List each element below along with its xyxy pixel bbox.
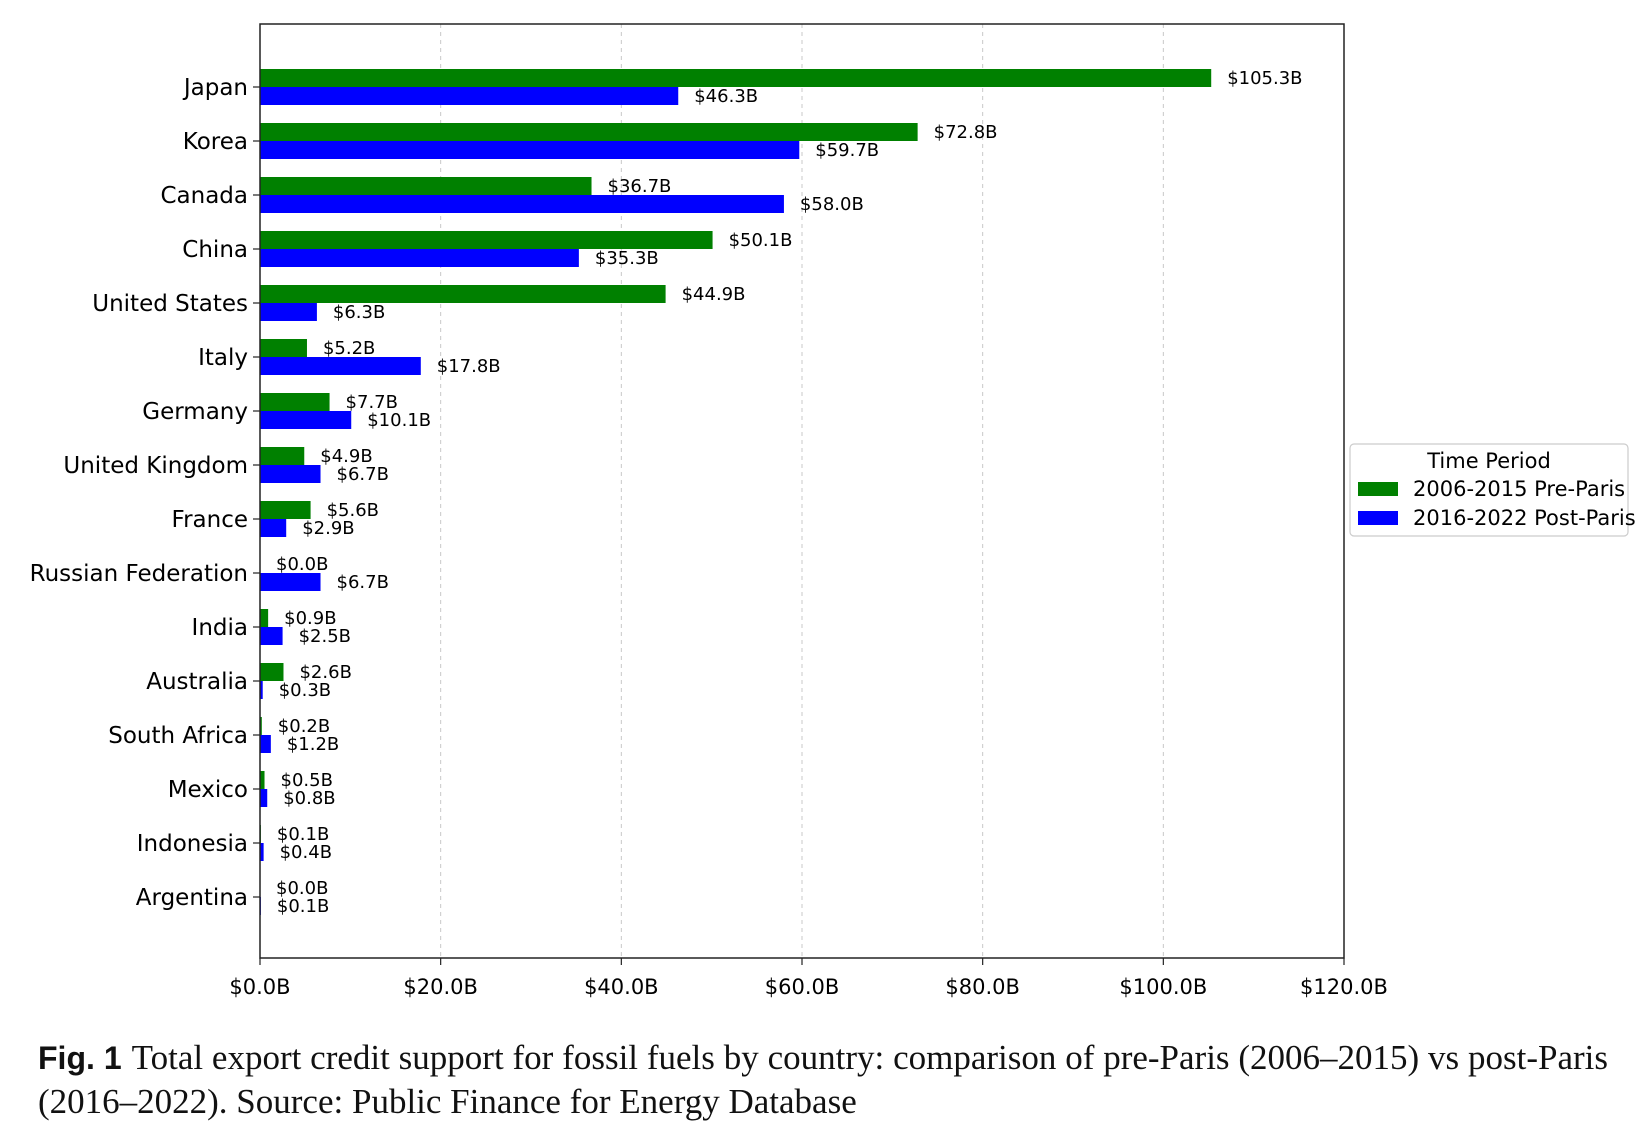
bar-post-paris [260, 465, 321, 483]
data-label-post-paris: $0.1B [277, 896, 329, 917]
bar-pre-paris [260, 717, 262, 735]
legend-title: Time Period [1426, 449, 1551, 473]
grid-lines [440, 24, 1164, 958]
legend: Time Period 2006-2015 Pre-Paris 2016-202… [1349, 443, 1636, 537]
data-label-pre-paris: $36.7B [608, 176, 672, 197]
bar-pre-paris [260, 663, 284, 681]
data-label-post-paris: $59.7B [815, 140, 879, 161]
data-label-pre-paris: $0.5B [281, 770, 333, 791]
y-tick-label: Germany [142, 399, 248, 425]
bar-pre-paris [260, 285, 666, 303]
figure-caption: Fig. 1 Total export credit support for fo… [38, 1036, 1608, 1124]
bar-pre-paris [260, 231, 713, 249]
bar-pre-paris [260, 501, 311, 519]
bar-post-paris [260, 195, 784, 213]
y-tick-label: Italy [198, 345, 248, 371]
data-label-post-paris: $35.3B [595, 248, 659, 269]
y-tick-label: France [172, 507, 248, 533]
y-tick-label: India [192, 615, 248, 641]
data-label-post-paris: $6.7B [337, 572, 389, 593]
data-label-pre-paris: $0.2B [278, 716, 330, 737]
bar-pre-paris [260, 69, 1212, 87]
data-label-pre-paris: $0.0B [276, 554, 328, 575]
y-tick-label: Argentina [136, 885, 248, 911]
bar-post-paris [260, 303, 317, 321]
data-label-pre-paris: $4.9B [320, 446, 372, 467]
data-label-post-paris: $17.8B [437, 356, 501, 377]
data-label-post-paris: $6.7B [337, 464, 389, 485]
data-label-pre-paris: $7.7B [346, 392, 398, 413]
y-tick-label: Korea [183, 129, 248, 155]
bars [260, 69, 1212, 915]
bar-post-paris [260, 141, 800, 159]
bar-post-paris [260, 681, 263, 699]
legend-swatch-post-paris [1358, 511, 1398, 525]
figure-label: Fig. 1 [38, 1040, 122, 1076]
data-label-pre-paris: $105.3B [1227, 68, 1302, 89]
bar-post-paris [260, 735, 271, 753]
data-label-post-paris: $0.4B [280, 842, 332, 863]
x-tick-label: $40.0B [584, 975, 659, 999]
data-label-pre-paris: $0.0B [276, 878, 328, 899]
data-label-post-paris: $6.3B [333, 302, 385, 323]
bar-post-paris [260, 573, 321, 591]
y-tick-label: Canada [160, 183, 248, 209]
bar-post-paris [260, 789, 268, 807]
bar-pre-paris [260, 609, 269, 627]
data-label-pre-paris: $2.6B [299, 662, 351, 683]
data-label-post-paris: $46.3B [694, 86, 758, 107]
bar-pre-paris [260, 123, 918, 141]
data-labels: $105.3B $46.3B $72.8B $59.7B $36.7B $58.0B $50… [276, 68, 1303, 917]
y-tick-label: Australia [146, 669, 248, 695]
legend-label-pre-paris: 2006-2015 Pre-Paris [1413, 477, 1625, 501]
y-tick-label: Japan [182, 75, 248, 101]
data-label-post-paris: $1.2B [287, 734, 339, 755]
legend-swatch-pre-paris [1358, 482, 1398, 496]
bar-post-paris [260, 627, 283, 645]
data-label-pre-paris: $72.8B [934, 122, 998, 143]
x-tick-label: $100.0B [1119, 975, 1207, 999]
data-label-pre-paris: $0.9B [284, 608, 336, 629]
bar-pre-paris [260, 393, 330, 411]
data-label-pre-paris: $5.6B [327, 500, 379, 521]
x-tick-label: $20.0B [403, 975, 478, 999]
y-tick-label: United Kingdom [63, 453, 248, 479]
y-tick-label: Indonesia [137, 831, 248, 857]
data-label-pre-paris: $0.1B [277, 824, 329, 845]
x-tick-label: $60.0B [765, 975, 840, 999]
data-label-post-paris: $58.0B [800, 194, 864, 215]
bar-pre-paris [260, 447, 305, 465]
legend-box [1349, 443, 1629, 537]
bar-post-paris [260, 249, 579, 267]
bar-pre-paris [260, 771, 265, 789]
y-tick-label: China [182, 237, 248, 263]
bar-post-paris [260, 519, 287, 537]
x-tick-label: $0.0B [229, 975, 290, 999]
data-label-post-paris: $2.5B [299, 626, 351, 647]
chart: $105.3B $46.3B $72.8B $59.7B $36.7B $58.0B $50… [30, 23, 1636, 999]
data-label-post-paris: $2.9B [302, 518, 354, 539]
bar-post-paris [260, 411, 352, 429]
bar-post-paris [260, 357, 421, 375]
data-label-pre-paris: $5.2B [323, 338, 375, 359]
caption-text: Total export credit support for fossil f… [38, 1038, 1608, 1121]
y-tick-label: Mexico [168, 777, 248, 803]
x-tick-label: $120.0B [1300, 975, 1388, 999]
y-tick-label: Russian Federation [30, 561, 248, 587]
bar-post-paris [260, 87, 679, 105]
bar-post-paris [260, 843, 264, 861]
data-label-pre-paris: $50.1B [729, 230, 793, 251]
legend-label-post-paris: 2016-2022 Post-Paris [1413, 506, 1636, 530]
y-tick-label: United States [92, 291, 248, 317]
bar-pre-paris [260, 177, 592, 195]
data-label-post-paris: $10.1B [367, 410, 431, 431]
data-label-post-paris: $0.3B [279, 680, 331, 701]
y-tick-label: South Africa [108, 723, 248, 749]
x-tick-label: $80.0B [945, 975, 1020, 999]
data-label-post-paris: $0.8B [283, 788, 335, 809]
x-axis-ticks: $0.0B $20.0B $40.0B $60.0B $80.0B $100.0B $120… [229, 958, 1388, 999]
y-axis-ticks: Japan Korea Canada China United States Italy G… [30, 75, 260, 911]
data-label-pre-paris: $44.9B [682, 284, 746, 305]
bar-pre-paris [260, 339, 307, 357]
